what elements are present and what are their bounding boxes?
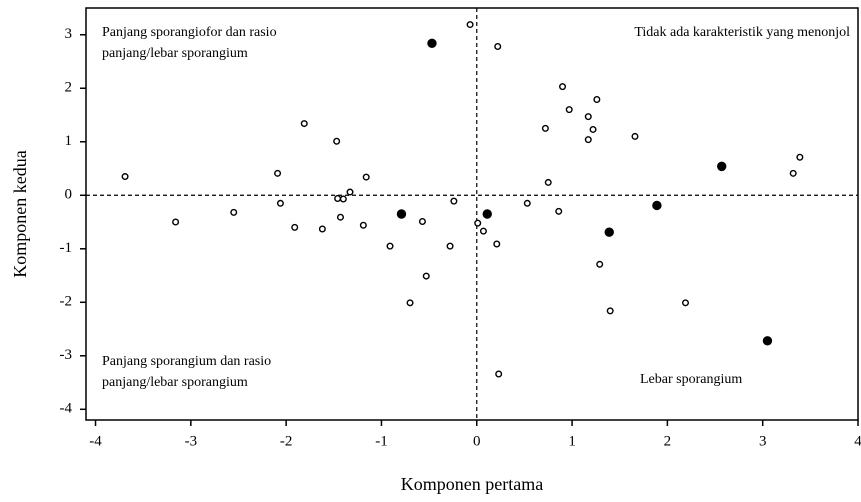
- point: [274, 169, 282, 177]
- annotation: panjang/lebar sporangium: [102, 375, 248, 390]
- point: [631, 132, 639, 140]
- point: [589, 125, 597, 133]
- point: [291, 223, 299, 231]
- point: [494, 43, 502, 51]
- y-tick-label: 2: [65, 80, 73, 96]
- point: [318, 225, 326, 233]
- point: [596, 260, 604, 268]
- x-tick-label: 1: [568, 433, 576, 449]
- y-tick-label: 1: [65, 133, 73, 149]
- annotation: Panjang sporangium dan rasio: [102, 354, 271, 369]
- x-tick-label: 4: [854, 433, 861, 449]
- x-tick-label: 0: [473, 433, 481, 449]
- point: [593, 95, 601, 103]
- plot-frame: [85, 7, 859, 421]
- point: [544, 178, 552, 186]
- point: [333, 137, 341, 145]
- x-tick-label: -3: [185, 433, 198, 449]
- point: [466, 21, 474, 29]
- point: [541, 124, 549, 132]
- point: [604, 227, 614, 237]
- point: [336, 213, 344, 221]
- point: [422, 272, 430, 280]
- y-tick-label: 3: [65, 26, 73, 42]
- point: [555, 207, 563, 215]
- x-tick-label: 2: [664, 433, 672, 449]
- y-tick-label: -1: [60, 240, 73, 256]
- point: [300, 120, 308, 128]
- point: [584, 113, 592, 121]
- x-tick-label: -2: [280, 433, 293, 449]
- point: [446, 242, 454, 250]
- x-tick-label: 3: [759, 433, 767, 449]
- annotation: Tidak ada karakteristik yang menonjol: [634, 25, 850, 40]
- point: [796, 153, 804, 161]
- point: [172, 218, 180, 226]
- point: [523, 199, 531, 207]
- point: [474, 219, 482, 227]
- point: [427, 38, 437, 49]
- point: [386, 242, 394, 250]
- point: [334, 194, 342, 202]
- point: [230, 208, 238, 216]
- point: [406, 299, 414, 307]
- x-tick-label: -4: [89, 433, 102, 449]
- point: [276, 199, 284, 207]
- point: [681, 299, 689, 307]
- point: [482, 209, 492, 219]
- point: [121, 173, 129, 181]
- y-tick-label: 0: [65, 187, 73, 203]
- point: [717, 161, 727, 172]
- x-tick-label: -1: [375, 433, 388, 449]
- y-tick-label: -4: [60, 401, 73, 417]
- y-axis-label: Komponen kedua: [10, 150, 30, 277]
- annotation: Panjang sporangiofor dan rasio: [102, 25, 277, 40]
- point: [339, 195, 347, 203]
- point: [418, 217, 426, 225]
- point: [565, 106, 573, 114]
- point: [789, 169, 797, 177]
- x-axis-label: Komponen pertama: [401, 474, 543, 494]
- point: [559, 83, 567, 91]
- point: [652, 200, 662, 211]
- point: [493, 240, 501, 248]
- annotation: panjang/lebar sporangium: [102, 46, 248, 61]
- y-tick-label: -2: [60, 294, 73, 310]
- annotation: Lebar sporangium: [640, 372, 742, 387]
- point: [606, 307, 614, 315]
- point: [495, 370, 503, 378]
- point: [450, 197, 458, 205]
- point: [362, 173, 370, 181]
- point: [762, 336, 773, 346]
- point: [584, 136, 592, 144]
- point: [479, 227, 487, 235]
- point: [346, 188, 354, 196]
- point: [359, 221, 367, 229]
- y-tick-label: -3: [60, 347, 73, 363]
- point: [396, 209, 407, 219]
